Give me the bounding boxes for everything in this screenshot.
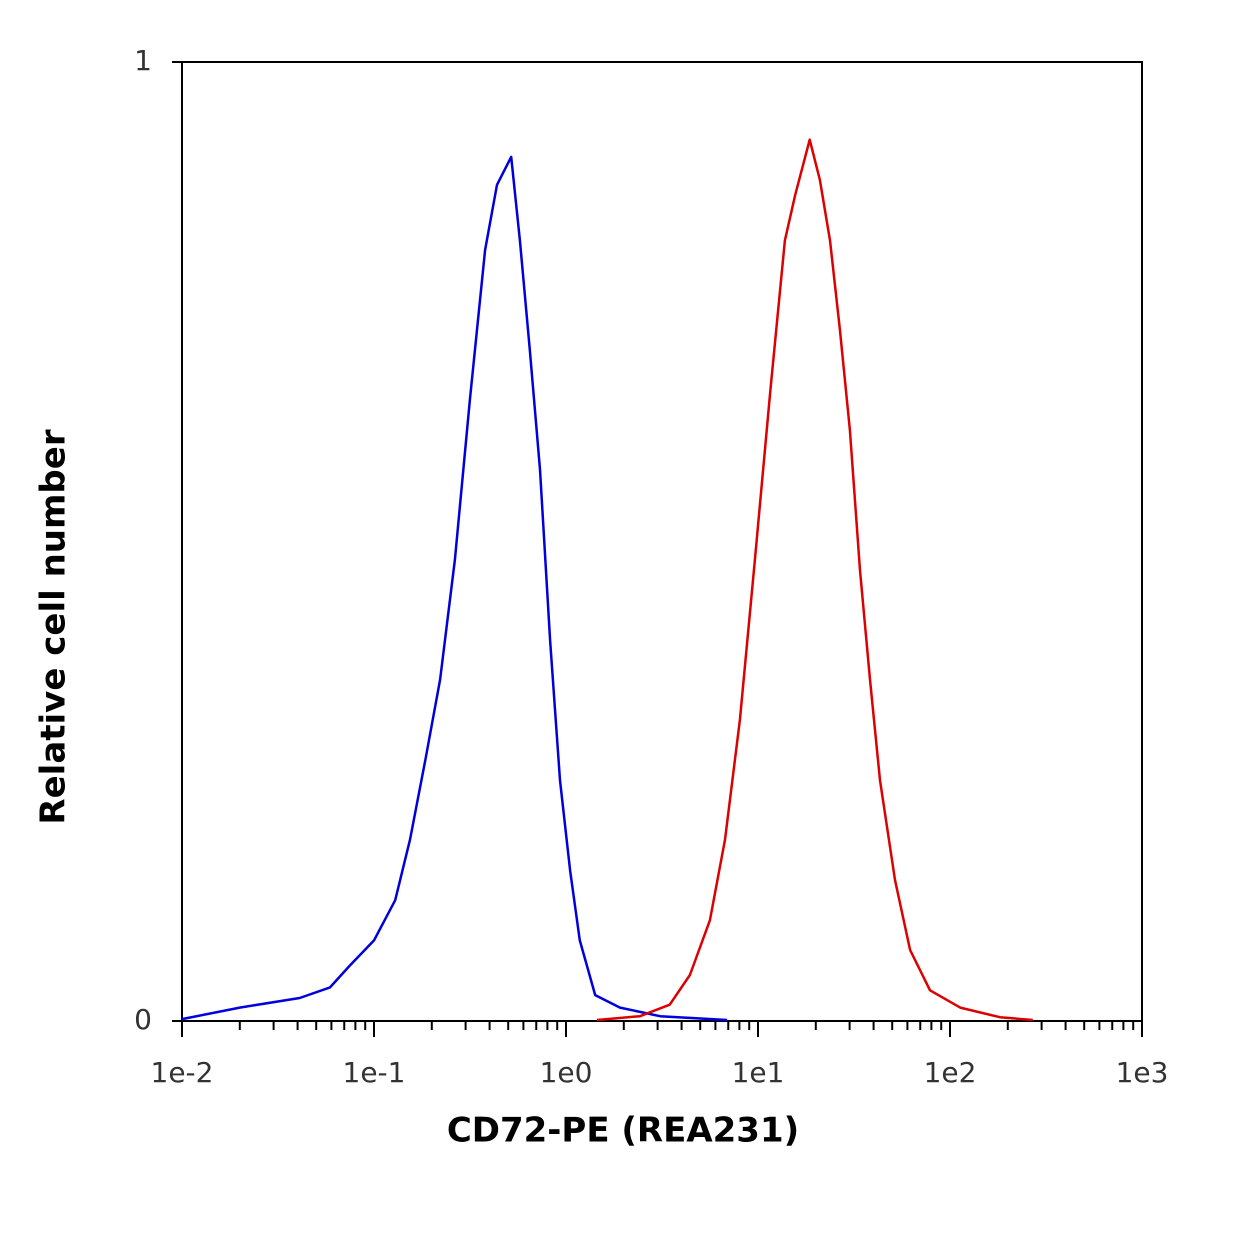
plot-frame <box>181 61 1143 1022</box>
x-axis-label: CD72-PE (REA231) <box>447 1111 799 1151</box>
y-axis-label: Relative cell number <box>34 429 74 824</box>
histogram-line <box>596 138 1033 1022</box>
y-tick-label: 0 <box>134 1003 152 1036</box>
x-tick-label: 1e3 <box>1116 1056 1169 1089</box>
x-tick-label: 1e0 <box>540 1056 593 1089</box>
x-tick-label: 1e-2 <box>151 1056 214 1089</box>
x-tick-label: 1e-1 <box>343 1056 406 1089</box>
y-tick-label: 1 <box>134 44 152 77</box>
histogram-line <box>181 155 728 1022</box>
x-tick-label: 1e1 <box>732 1056 785 1089</box>
x-tick-label: 1e2 <box>924 1056 977 1089</box>
